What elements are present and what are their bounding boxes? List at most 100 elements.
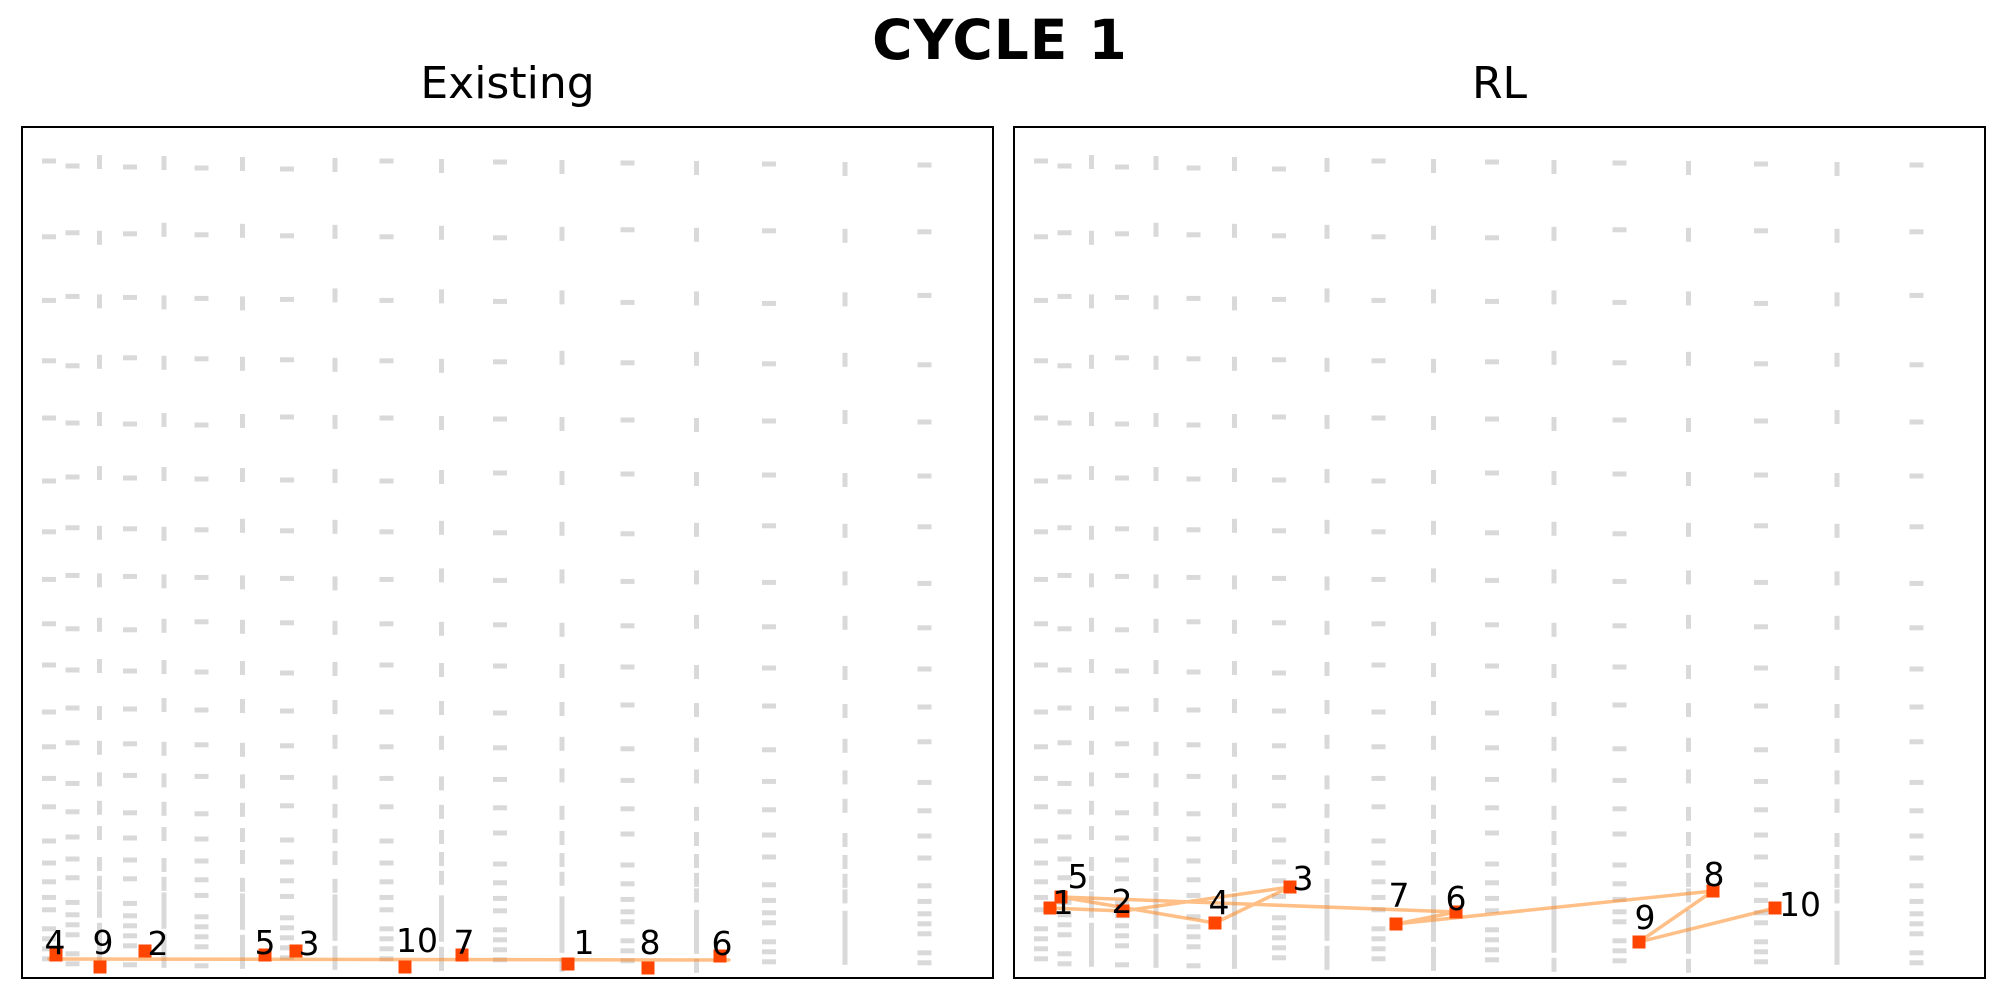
grid-dash [280,620,294,626]
grid-dash [1551,160,1557,174]
grid-dash [1551,957,1557,972]
grid-dash [1272,859,1286,865]
grid-dash [842,833,848,847]
grid-dash [1089,942,1094,957]
grid-dash [1909,292,1924,298]
grid-dash [762,624,776,630]
grid-dash [1834,615,1840,630]
grid-dash [620,909,635,915]
grid-dash [493,235,507,241]
grid-dash [1272,803,1286,809]
grid-dash [439,870,444,885]
grid-dash [1089,706,1094,720]
grid-dash [1612,471,1627,477]
grid-dash [42,234,56,240]
grid-dash [379,234,394,240]
grid-dash [1324,734,1330,749]
grid-dash [42,297,56,303]
grid-dash [917,898,932,904]
grid-dash [97,706,102,720]
grid-dash [1371,621,1386,627]
grid-dash [240,742,245,757]
grid-dash [1272,233,1286,239]
grid-dash [620,471,635,477]
grid-dash [1034,358,1048,364]
grid-dash [97,740,102,755]
grid-dash [842,473,848,487]
grid-dash [559,702,565,716]
city-marker [1054,890,1068,904]
grid-dash [123,835,137,841]
grid-dash [1371,775,1386,781]
grid-dash [1909,580,1924,586]
grid-dash [65,899,80,905]
grid-dash [1186,619,1201,625]
grid-dash [762,897,776,903]
grid-dash [1909,473,1924,479]
grid-dash [161,413,167,427]
grid-dash [1153,618,1159,633]
grid-dash [917,931,932,937]
grid-dash [240,661,245,675]
grid-dash [161,574,167,589]
grid-dash [1186,963,1201,969]
grid-dash [1232,619,1237,634]
grid-dash [65,912,80,918]
grid-dash [194,707,209,713]
grid-dash [123,706,137,712]
grid-dash [1612,417,1627,423]
grid-dash [97,903,102,918]
grid-dash [1232,468,1237,482]
city-marker [1449,905,1463,919]
grid-dash [620,896,635,902]
grid-dash [1089,466,1094,480]
grid-dash [161,892,167,907]
grid-dash [1324,803,1330,818]
grid-dash [917,292,932,298]
grid-dash [1431,946,1436,961]
grid-dash [1612,299,1627,305]
grid-dash [762,920,776,926]
grid-dash [1057,525,1072,531]
grid-dash [694,227,699,242]
city-marker [1632,935,1646,949]
grid-dash [1686,909,1691,924]
grid-dash [1686,351,1691,366]
grid-dash [493,470,507,476]
grid-dash [240,414,245,428]
grid-dash [694,570,699,585]
grid-dash [694,472,699,486]
grid-dash [280,878,294,884]
grid-dash [1834,228,1840,243]
grid-dash [1551,938,1557,953]
city-marker [398,960,412,974]
grid-dash [1115,923,1129,929]
grid-dash [439,416,444,430]
grid-dash [1034,926,1048,932]
grid-dash [1431,895,1436,910]
grid-dash [917,883,932,889]
grid-dash [694,909,699,924]
grid-dash [1754,807,1768,813]
grid-dash [1232,223,1237,238]
grid-dash [332,945,338,960]
grid-dash [1485,880,1499,886]
grid-dash [493,937,507,943]
grid-dash [842,615,848,630]
grid-dash [332,916,338,931]
grid-dash [280,743,294,749]
grid-dash [1034,158,1048,164]
grid-dash [1324,224,1330,239]
grid-dash [493,622,507,628]
grid-dash [1909,808,1924,814]
city-marker [289,944,303,958]
grid-dash [1909,162,1924,168]
grid-dash [1485,776,1499,782]
grid-dash [1034,860,1048,866]
grid-dash [240,905,245,920]
grid-dash [1272,774,1286,780]
grid-dash [97,800,102,815]
grid-dash [493,530,507,536]
grid-dash [694,351,699,366]
grid-dash [1371,860,1386,866]
